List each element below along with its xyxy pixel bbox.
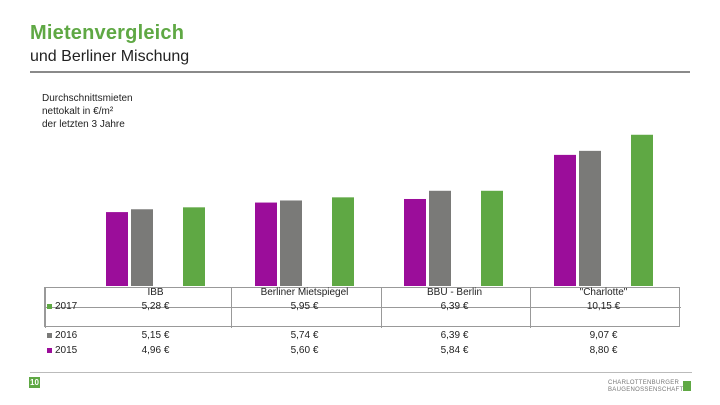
table-cell: 4,96 € (141, 345, 170, 356)
bar-2015-0 (106, 212, 128, 286)
header-divider (30, 71, 690, 73)
table-cell: 5,60 € (290, 345, 319, 356)
bar-2016-3 (579, 150, 601, 286)
table-cell: 5,15 € (141, 330, 170, 341)
table-cell: 6,39 € (440, 330, 469, 341)
footer-divider (30, 372, 692, 373)
legend-entry-2016: 2016 (47, 330, 77, 341)
table-cell: 9,07 € (589, 330, 618, 341)
table-row-categories: IBB Berliner Mietspiegel BBU - Berlin "C… (44, 287, 680, 301)
page-title: Mietenvergleich (30, 22, 185, 44)
table-header-cell: BBU - Berlin (426, 287, 482, 298)
table-cell: 6,39 € (440, 301, 469, 312)
data-table-frame (44, 287, 681, 328)
table-cell: 5,28 € (141, 301, 170, 312)
legend-swatch-2015 (47, 347, 52, 353)
page-subtitle: und Berliner Mischung (30, 48, 190, 65)
bar-2017-1 (332, 197, 354, 286)
table-cell: 8,80 € (589, 345, 618, 356)
table-cell: 5,84 € (440, 345, 469, 356)
bar-2017-0 (183, 207, 205, 286)
table-row-2017: 2017 5,28 € 5,95 € 6,39 € 10,15 € (44, 301, 680, 315)
table-header-cell: Berliner Mietspiegel (260, 287, 349, 298)
table-row-2015: 2015 4,96 € 5,60 € 5,84 € 8,80 € (44, 345, 680, 359)
company-logo-icon (683, 381, 691, 391)
bar-2015-1 (255, 202, 277, 286)
bar-2017-3 (631, 134, 653, 286)
table-cell: 5,95 € (290, 301, 319, 312)
table-header-cell: IBB (147, 287, 164, 298)
page-number: 10 (29, 377, 40, 388)
table-header-cell: "Charlotte" (579, 287, 628, 298)
bar-2015-3 (554, 154, 576, 286)
company-logo-text: CHARLOTTENBURGER BAUGENOSSENSCHAFT (608, 380, 684, 393)
bar-2016-0 (131, 209, 153, 286)
bar-2017-2 (481, 190, 503, 286)
y-axis-label: Durchschnittsmieten nettokalt in €/m² de… (42, 93, 133, 130)
table-cell: 10,15 € (586, 301, 621, 312)
bar-2016-2 (429, 190, 451, 286)
table-cell: 5,74 € (290, 330, 319, 341)
bar-2015-2 (404, 198, 426, 286)
table-row-2016: 2016 5,15 € 5,74 € 6,39 € 9,07 € (44, 330, 680, 344)
legend-swatch-2017 (47, 303, 52, 309)
legend-entry-2015: 2015 (47, 345, 77, 356)
legend-entry-2017: 2017 (47, 301, 77, 312)
legend-swatch-2016 (47, 332, 52, 338)
bar-2016-1 (280, 200, 302, 286)
